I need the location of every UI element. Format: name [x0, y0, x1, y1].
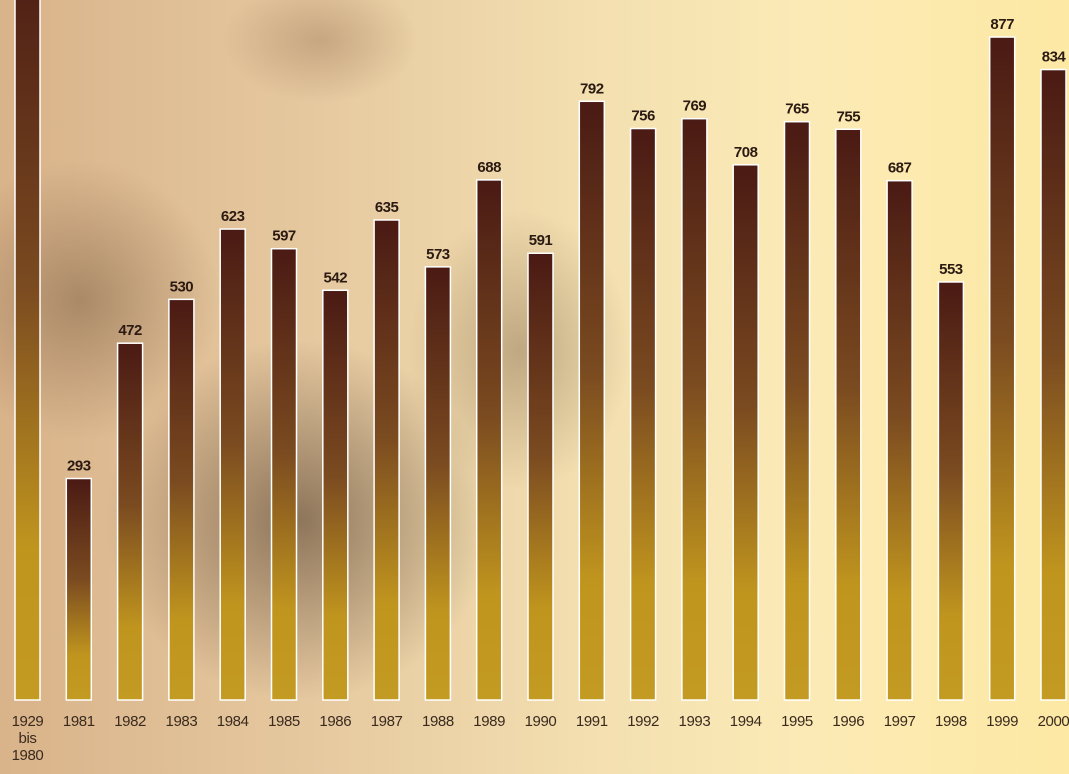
chart: 293 472 530 623 597 542 635 573 688 591 792 756 769 7… [0, 0, 1069, 774]
value-label: 688 [477, 159, 501, 176]
x-tick-label: 1985 [267, 713, 301, 730]
x-tick-label: 1984 [216, 713, 250, 730]
x-tick-label: 1983 [164, 713, 198, 730]
x-tick-label: 1989 [472, 713, 506, 730]
value-label: 623 [221, 208, 245, 225]
plot: 293 472 530 623 597 542 635 573 688 591 792 756 769 7… [0, 0, 1069, 774]
x-tick-label: 2000 [1037, 713, 1069, 730]
bar [425, 267, 450, 700]
bar [836, 129, 861, 700]
value-label: 708 [734, 144, 758, 161]
value-label: 765 [785, 101, 809, 118]
x-tick-label: 1990 [524, 713, 558, 730]
bar [990, 37, 1015, 700]
bar [733, 165, 758, 700]
value-label: 792 [580, 80, 604, 97]
bar [118, 343, 143, 700]
value-label: 756 [631, 108, 655, 125]
x-tick-label: 1998 [934, 713, 968, 730]
bar [15, 0, 40, 700]
bar [477, 180, 502, 700]
x-tick-label: 1981 [62, 713, 96, 730]
value-label: 834 [1042, 49, 1067, 66]
value-label: 542 [324, 269, 348, 286]
x-tick-label: 1996 [831, 713, 865, 730]
value-label: 755 [837, 108, 861, 125]
bar [631, 129, 656, 700]
bar [1041, 70, 1066, 700]
value-label: 293 [67, 458, 91, 475]
x-tick-label: 1992 [626, 713, 660, 730]
value-label: 597 [272, 228, 296, 245]
x-tick-label: 1994 [729, 713, 763, 730]
bar [938, 282, 963, 700]
x-tick-label: 1982 [113, 713, 147, 730]
bar [785, 122, 810, 700]
x-tick-label: 1988 [421, 713, 455, 730]
value-label: 553 [939, 261, 963, 278]
x-tick-label: 1986 [318, 713, 352, 730]
x-tick-label: 1995 [780, 713, 814, 730]
value-label: 687 [888, 160, 912, 177]
x-tick-label: 1999 [985, 713, 1019, 730]
x-tick-label: 1993 [677, 713, 711, 730]
value-label: 591 [529, 232, 553, 249]
bar [272, 249, 297, 700]
bar [887, 181, 912, 700]
bar [682, 119, 707, 700]
value-label: 769 [683, 98, 707, 115]
bar [579, 101, 604, 700]
value-label: 472 [118, 322, 142, 339]
bar [66, 479, 91, 700]
x-tick-label: 1987 [370, 713, 404, 730]
x-tick-label: 1929 bis 1980 [11, 713, 45, 764]
bar [323, 290, 348, 700]
bar [169, 299, 194, 700]
x-tick-label: 1991 [575, 713, 609, 730]
value-label: 635 [375, 199, 399, 216]
bar [374, 220, 399, 700]
x-tick-label: 1997 [883, 713, 917, 730]
value-label: 573 [426, 246, 450, 263]
bar [528, 253, 553, 700]
value-label: 877 [990, 16, 1014, 33]
value-label: 530 [170, 278, 194, 295]
bar [220, 229, 245, 700]
